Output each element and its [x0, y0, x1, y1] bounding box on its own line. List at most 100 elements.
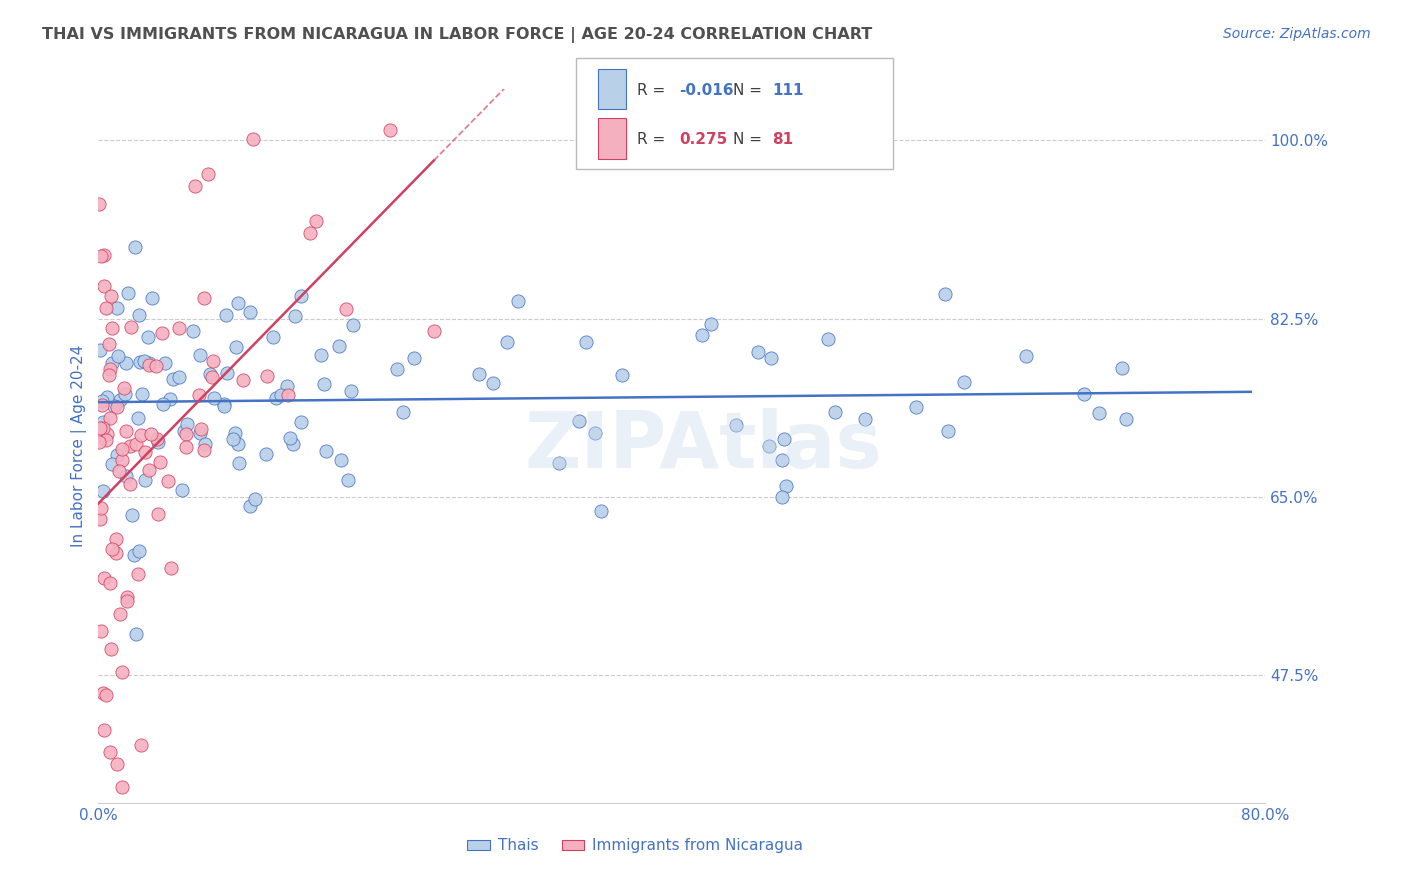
Point [575, 334, 598, 349]
Point [100, 641, 122, 656]
Point [128, 308, 150, 322]
Point [96, 434, 118, 448]
Point [277, 388, 299, 402]
Point [146, 507, 169, 521]
Point [159, 392, 181, 406]
Point [222, 432, 245, 446]
Text: N =: N = [733, 83, 766, 98]
Point [298, 226, 321, 240]
Point [198, 368, 221, 382]
Point [89, 435, 111, 450]
Point [128, 543, 150, 558]
Point [93, 805, 115, 820]
Point [138, 356, 160, 370]
Point [160, 561, 183, 575]
Point [690, 328, 713, 343]
Point [124, 240, 146, 254]
Point [217, 366, 239, 380]
Point [91, 484, 114, 499]
Point [934, 286, 956, 301]
Point [700, 317, 723, 331]
Point [337, 473, 360, 487]
Point [157, 474, 180, 488]
Point [905, 400, 928, 414]
Point [169, 369, 191, 384]
Point [105, 533, 128, 547]
Point [188, 348, 211, 362]
Point [114, 468, 136, 483]
Point [936, 424, 959, 438]
Point [148, 435, 170, 450]
Point [98, 362, 121, 376]
Point [610, 368, 633, 382]
Point [89, 197, 111, 211]
Text: 0.275: 0.275 [679, 132, 727, 147]
Point [174, 426, 197, 441]
Point [747, 344, 769, 359]
Point [105, 448, 128, 462]
Point [305, 214, 328, 228]
Point [141, 291, 163, 305]
Point [309, 349, 332, 363]
Point [115, 356, 138, 370]
Point [495, 334, 517, 349]
Point [239, 305, 262, 319]
Point [264, 391, 287, 405]
Point [173, 424, 195, 438]
Point [224, 425, 246, 440]
Point [90, 398, 112, 412]
Point [167, 321, 190, 335]
Point [290, 289, 312, 303]
Point [1015, 349, 1038, 363]
Point [104, 547, 127, 561]
Point [131, 386, 153, 401]
Text: N =: N = [733, 132, 766, 147]
Point [392, 405, 415, 419]
Point [194, 437, 217, 451]
Point [824, 405, 846, 419]
Point [105, 301, 128, 315]
Point [111, 780, 134, 794]
Point [172, 483, 194, 498]
Point [188, 388, 211, 402]
Point [1111, 360, 1133, 375]
Point [315, 444, 337, 458]
Point [103, 399, 125, 413]
Text: R =: R = [637, 83, 671, 98]
Point [101, 356, 124, 370]
Point [262, 330, 284, 344]
Point [201, 369, 224, 384]
Point [1087, 406, 1109, 420]
Point [212, 397, 235, 411]
Point [117, 591, 139, 605]
Point [758, 439, 780, 453]
Point [329, 452, 352, 467]
Point [589, 503, 612, 517]
Point [122, 549, 145, 563]
Point [134, 473, 156, 487]
Point [129, 355, 152, 369]
Point [1115, 411, 1137, 425]
Point [117, 286, 139, 301]
Point [117, 594, 139, 608]
Point [770, 452, 793, 467]
Point [193, 291, 215, 305]
Point [481, 376, 503, 390]
Text: THAI VS IMMIGRANTS FROM NICARAGUA IN LABOR FORCE | AGE 20-24 CORRELATION CHART: THAI VS IMMIGRANTS FROM NICARAGUA IN LAB… [42, 27, 873, 43]
Point [105, 756, 128, 771]
Point [93, 571, 115, 585]
Legend: Thais, Immigrants from Nicaragua: Thais, Immigrants from Nicaragua [461, 832, 810, 859]
Point [127, 410, 149, 425]
Point [152, 397, 174, 411]
Point [131, 738, 153, 752]
Point [467, 368, 489, 382]
Point [127, 567, 149, 582]
Point [402, 351, 425, 365]
Point [231, 373, 253, 387]
Point [773, 432, 796, 446]
Point [132, 353, 155, 368]
Point [284, 310, 307, 324]
Point [243, 492, 266, 507]
Point [105, 400, 128, 414]
Text: Source: ZipAtlas.com: Source: ZipAtlas.com [1223, 27, 1371, 41]
